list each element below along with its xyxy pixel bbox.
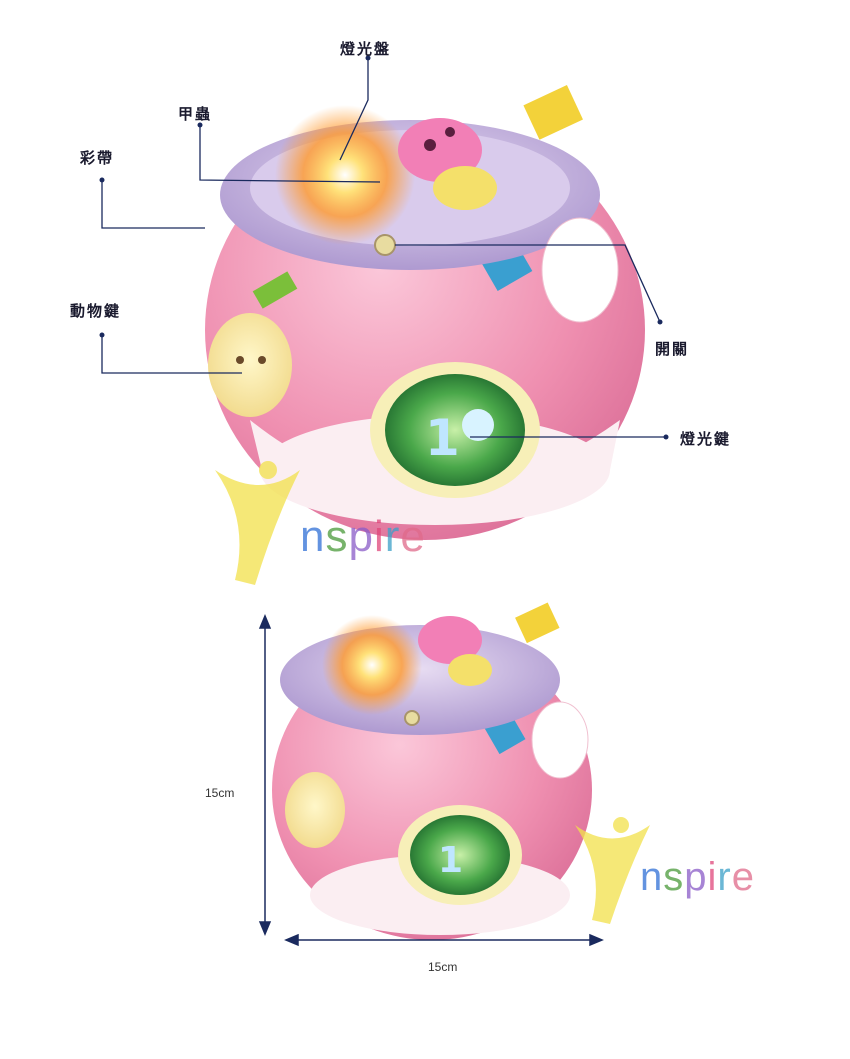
callout-dot (365, 55, 371, 61)
dimension-arrows (258, 614, 604, 947)
callout-line-light-plate (339, 58, 369, 161)
beetle-body-icon (398, 118, 482, 182)
watermark-letter: e (731, 855, 755, 899)
light-key-icon (410, 815, 510, 895)
watermark-large: nspire (300, 512, 426, 562)
arrow-head-left-icon (284, 933, 299, 947)
bunny-icon (531, 701, 589, 779)
watermark-mark-icon (215, 470, 300, 585)
toy-large: 1 (205, 85, 645, 540)
light-glow-icon (275, 105, 415, 245)
width-dimension: 15cm (428, 960, 458, 974)
watermark-mark-icon (259, 461, 277, 479)
beetle-body-icon (418, 616, 482, 664)
label-light-key: 燈光鍵 (680, 430, 732, 448)
toy-small: 1 (272, 602, 592, 940)
watermark-mark-icon (613, 817, 629, 833)
beetle-head-icon (433, 166, 497, 210)
animal-eye-icon (236, 356, 244, 364)
label-beetle: 甲蟲 (178, 105, 213, 123)
label-animal-key: 動物鍵 (70, 302, 122, 320)
watermark-letter: i (707, 855, 718, 899)
callout-line-ribbon (101, 180, 205, 229)
bunny-icon (541, 217, 619, 323)
height-dimension: 15cm (205, 786, 235, 800)
callout-dot (663, 434, 669, 440)
animal-key-icon[interactable] (208, 313, 292, 417)
ribbon-yellow-icon (515, 602, 560, 644)
watermark-letter: i (373, 512, 385, 561)
power-switch-icon (404, 710, 420, 726)
power-switch-icon[interactable] (374, 234, 396, 256)
number-one-icon: 1 (438, 840, 463, 881)
label-switch: 開關 (655, 340, 690, 358)
ribbon-yellow-icon (523, 85, 583, 140)
arrow-head-up-icon (258, 614, 272, 629)
callout-dots (99, 55, 669, 440)
label-light-plate: 燈光盤 (340, 40, 392, 58)
caterpillar-icon (462, 409, 494, 441)
watermark-mark-icon (575, 825, 650, 924)
callout-dot (99, 177, 105, 183)
watermark-letter: r (717, 855, 732, 899)
ribbon-green-icon (252, 271, 298, 309)
arrow-head-right-icon (589, 933, 604, 947)
callout-lines (101, 58, 666, 438)
number-one-icon: 1 (425, 409, 460, 467)
callout-line-beetle (199, 125, 381, 183)
watermark-letter: s (663, 855, 685, 899)
watermark-letter: p (684, 855, 708, 899)
watermark-letter: n (640, 855, 664, 899)
label-ribbon: 彩帶 (80, 149, 115, 167)
arrow-head-down-icon (258, 921, 272, 936)
watermark-letter: s (325, 512, 349, 561)
watermark-letter: p (348, 512, 374, 561)
callout-dot (657, 319, 663, 325)
beetle-spot-icon (424, 139, 436, 151)
light-key-icon[interactable] (385, 374, 525, 486)
callout-dot (197, 122, 203, 128)
animal-key-icon (285, 772, 345, 848)
callout-dot (99, 332, 105, 338)
watermark-letter: r (384, 512, 401, 561)
watermark-letter: n (300, 512, 326, 561)
animal-eye-icon (258, 356, 266, 364)
beetle-head-icon (448, 654, 492, 686)
beetle-spot-icon (445, 127, 455, 137)
watermark-letter: e (400, 512, 426, 561)
light-glow-icon (322, 615, 422, 715)
watermark-small: nspire (640, 855, 755, 900)
callout-line-animal-key (101, 335, 242, 374)
callout-line-switch (395, 244, 661, 323)
